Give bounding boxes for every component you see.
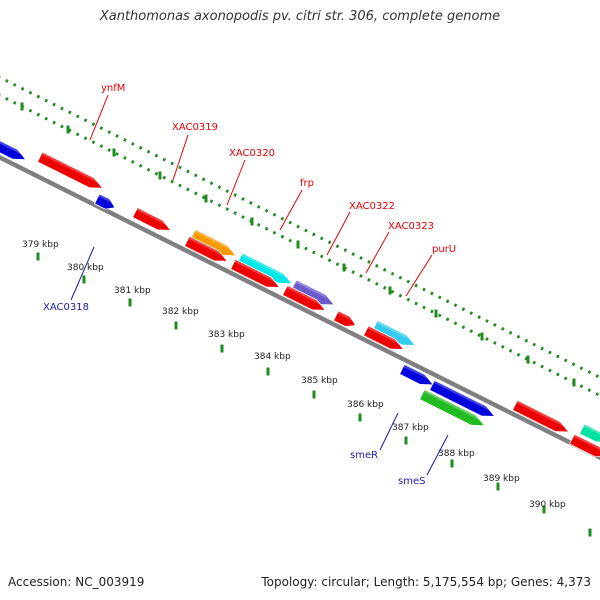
scale-tick-label: 379 kbp <box>22 240 59 250</box>
gene-arrow-xac0322b-shape <box>282 284 327 311</box>
gene-arrow-xac0329-shine <box>583 423 600 438</box>
gene-arrow-xac0322b <box>282 284 327 311</box>
gene-label-forward: XAC0322 <box>349 201 395 212</box>
gene-leader-line <box>426 434 449 476</box>
gene-label-forward: XAC0323 <box>388 221 434 232</box>
gene-arrow-xac0320b-shine <box>188 236 224 257</box>
gene-arrow-xac0323-shape <box>333 310 357 327</box>
gene-arrow-smes-b <box>429 379 496 417</box>
gene-arrow-xac0317-shine <box>0 136 22 155</box>
gene-arrow-ynfm-shine <box>41 152 99 184</box>
gene-arrow-xac0329 <box>579 423 600 443</box>
gene-arrow-xac0319 <box>132 207 172 231</box>
gene-arrow-frp-shine <box>241 252 288 279</box>
gene-label-forward: ynfM <box>101 83 125 94</box>
scale-tick-label: 383 kbp <box>208 330 245 340</box>
gene-arrow-xac0321 <box>230 258 281 288</box>
gene-label-reverse: smeS <box>398 476 425 487</box>
gene-arrow-xac0317 <box>0 136 27 161</box>
gene-arrow-xac0329-shape <box>579 423 600 443</box>
gene-label-forward: frp <box>300 178 314 189</box>
gene-arrow-xac0322-shine <box>295 279 331 300</box>
gene-arrow-xac0320b <box>184 235 229 262</box>
lower-scale-ring <box>0 75 600 380</box>
gene-arrow-smes-b-shape <box>429 379 496 417</box>
gene-arrow-smes-shine <box>423 389 481 421</box>
gene-arrow-xac0319-shape <box>132 207 172 231</box>
gene-leader-line <box>89 94 109 141</box>
scale-tick-label: 380 kbp <box>67 263 104 273</box>
gene-leader-line <box>326 211 351 256</box>
gene-arrow-xac0318-shape <box>94 193 116 210</box>
gene-arrow-ynfm <box>37 151 104 189</box>
gene-arrow-xac0328-shine <box>573 434 600 452</box>
gene-arrow-ynfm-shape <box>37 151 104 189</box>
gene-arrow-xac0320-shine <box>194 229 232 251</box>
scale-tick-label: 385 kbp <box>301 376 338 386</box>
gene-leader-line <box>226 159 246 206</box>
label-layer: 379 kbp 380 kbp 381 kbp 382 kbp 383 kbp 384 k… <box>22 83 566 510</box>
scale-tick-label: 389 kbp <box>483 474 520 484</box>
gene-arrow-xac0327-shine <box>516 400 565 427</box>
gene-arrow-puru-shine <box>376 320 412 341</box>
gene-arrow-xac0323-shine <box>337 310 353 322</box>
accession-text: Accession: NC_003919 <box>8 575 145 589</box>
gene-leader-line <box>172 134 189 181</box>
map-title: Xanthomonas axonopodis pv. citri str. 30… <box>99 9 501 24</box>
gene-arrow-puru-b <box>363 325 405 350</box>
gene-arrow-xac0327 <box>512 399 570 433</box>
gene-leader-line <box>405 254 433 297</box>
scale-tick-label: 387 kbp <box>392 423 429 433</box>
gene-arrow-xac0322b-shine <box>286 285 322 306</box>
ruler-layer <box>0 75 600 537</box>
gene-arrow-smer-shine <box>403 364 430 380</box>
gene-label-forward: XAC0320 <box>229 148 275 159</box>
topology-text: Topology: circular; Length: 5,175,554 bp… <box>261 575 591 589</box>
gene-arrow-smer <box>399 363 435 386</box>
gene-layer <box>0 136 600 458</box>
gene-label-reverse: smeR <box>350 450 378 461</box>
gene-arrow-xac0327-shape <box>512 399 570 433</box>
gene-arrow-xac0319-shine <box>136 207 167 226</box>
genome-backbone <box>0 154 600 461</box>
gene-arrow-smes-shape <box>419 388 486 427</box>
gene-arrow-smes <box>419 388 486 427</box>
backbone-layer <box>0 153 600 462</box>
gene-label-forward: purU <box>432 244 456 255</box>
gene-leader-line <box>365 231 390 274</box>
gene-arrow-xac0318-shine <box>98 193 113 204</box>
gene-arrow-puru-b-shine <box>367 325 400 345</box>
gene-leader-line <box>379 412 399 451</box>
gene-arrow-xac0321-shape <box>230 258 281 288</box>
gene-arrow-xac0328 <box>569 433 600 458</box>
scale-tick-label: 390 kbp <box>529 500 566 510</box>
gene-arrow-xac0317-shape <box>0 136 27 161</box>
upper-scale-ring <box>0 93 600 398</box>
scale-tick-label: 381 kbp <box>114 286 151 296</box>
gene-arrow-xac0321-shine <box>234 259 276 283</box>
gene-arrow-smes-b-shine <box>433 380 491 412</box>
scale-tick-label: 384 kbp <box>254 352 291 362</box>
gene-leader-line <box>279 189 303 231</box>
scale-tick-label: 388 kbp <box>438 449 475 459</box>
gene-arrow-xac0318 <box>94 193 116 210</box>
gene-label-reverse: XAC0318 <box>43 302 89 313</box>
gene-leader-line <box>70 246 95 301</box>
gene-arrow-xac0323 <box>333 310 357 327</box>
gene-label-forward: XAC0319 <box>172 122 218 133</box>
gene-arrow-smer-shape <box>399 363 435 386</box>
gene-arrow-puru-b-shape <box>363 325 405 350</box>
gene-arrow-xac0328-shape <box>569 433 600 458</box>
scale-tick-label: 386 kbp <box>347 400 384 410</box>
gene-arrow-xac0320b-shape <box>184 235 229 262</box>
scale-tick-label: 382 kbp <box>162 307 199 317</box>
